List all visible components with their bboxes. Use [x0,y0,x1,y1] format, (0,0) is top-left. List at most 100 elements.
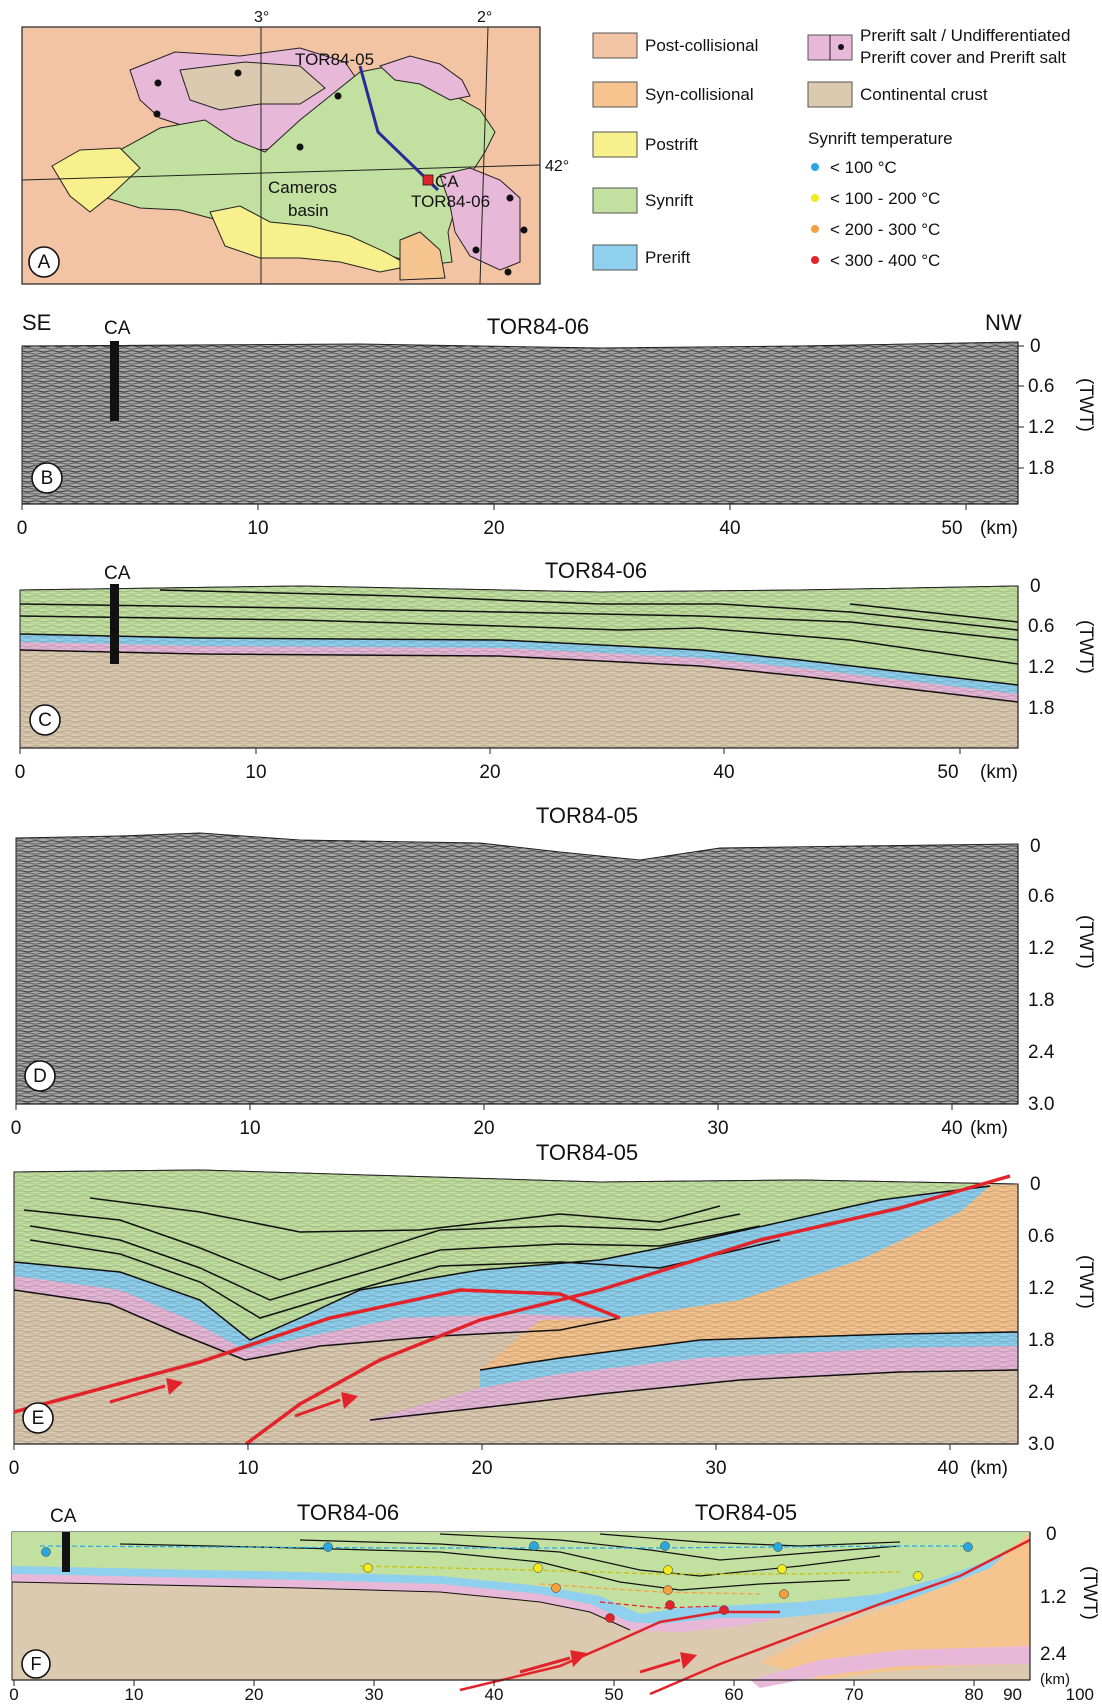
panel-b-unit: (km) [980,518,1018,539]
panel-f-isotherms [39,1545,970,1609]
panel-e-ytick-4: 2.4 [1028,1382,1055,1403]
legend-swatch-continental-crust [807,81,853,108]
svg-text:B: B [41,468,54,489]
svg-text:E: E [32,1408,45,1429]
panel-f-title-06: TOR84-06 [297,1500,399,1525]
panel-f-x-ticks [13,1680,975,1686]
panel-d-xtick-1: 10 [239,1118,260,1139]
legend-swatch-prerift-salt [807,34,853,61]
panel-b-left-label: SE [22,310,51,335]
legend-label-continental-crust: Continental crust [860,85,988,104]
panel-f-prerift-base [11,1581,631,1631]
panel-e-ytick-3: 1.8 [1028,1330,1054,1351]
map-prerift-salt-ne [379,55,471,101]
panel-c-title: TOR84-06 [545,558,647,583]
panel-e-ytick-5: 3.0 [1028,1434,1054,1455]
panel-e-axis-title: (TWT) [1075,1255,1096,1309]
map-lon-3: 3° [254,9,269,26]
map-seismic-lines [358,65,440,192]
legend-temp-title: Synrift temperature [808,129,953,148]
panel-f-ytick-0: 0 [1046,1524,1057,1545]
legend-swatch-prerift [592,244,638,271]
panel-b-ytick-0: 0 [1030,336,1041,357]
panel-d-seismic-section [15,832,1019,1105]
panel-b-right-label: NW [985,310,1022,335]
panel-f-xtick-7: 70 [845,1685,864,1704]
panel-f-well-label: CA [50,1506,77,1527]
panel-c-axis-title: (TWT) [1075,620,1096,674]
panel-c-x-ticks [19,748,961,754]
panel-f-syncollisional [760,1532,1030,1680]
svg-text:C: C [38,710,52,731]
map-basin-label-1: Cameros [268,178,337,197]
map-ca-label: CA [435,172,459,191]
panel-b-xtick-2: 20 [483,518,504,539]
legend-temp-dot-3 [811,225,819,233]
panel-c-ytick-3: 1.8 [1028,698,1054,719]
panel-b-ytick-2: 1.2 [1028,417,1054,438]
panel-f-xtick-9: 90 [1003,1685,1022,1704]
panel-b: SE NW TOR84-06 CA 0 0.6 1.2 1.8 (TWT) 0 … [17,310,1096,539]
panel-e-thrust-faults [13,1174,1011,1446]
panel-f-xtick-5: 50 [605,1685,624,1704]
panel-c-unit: (km) [980,762,1018,783]
legend-temp-label-1: < 100 °C [830,158,897,177]
panel-letter-e: E [22,1402,54,1434]
map-line-label-05: TOR84-05 [295,50,374,69]
panel-c-xtick-2: 20 [479,762,500,783]
panel-c-seismic-texture [19,585,1019,749]
legend-swatch-synrift [592,187,638,214]
map-panel: 3° 2° 42° TOR84-05 CA TOR84-06 Cameros b… [21,9,569,285]
panel-d-ytick-0: 0 [1030,836,1041,857]
panel-letter-c: C [29,704,61,736]
legend-temp-dot-2 [811,194,819,202]
panel-d-ytick-5: 3.0 [1028,1094,1054,1115]
panel-letter-b: B [31,462,63,494]
map-basin-label-2: basin [288,201,329,220]
panel-f-salt-upper [12,1574,780,1632]
panel-d-xtick-4: 40 [941,1118,962,1139]
map-postrift-west [51,147,141,213]
svg-text:F: F [31,1654,42,1674]
panel-b-xtick-4: 50 [941,518,962,539]
panel-d-ytick-3: 1.8 [1028,990,1054,1011]
panel-e: TOR84-05 0 0.6 1.2 1 [9,1140,1096,1479]
svg-text:A: A [38,252,51,273]
panel-c-xtick-0: 0 [15,762,26,783]
legend-label-postrift: Postrift [645,135,698,154]
panel-f-ytick-1: 1.2 [1040,1587,1066,1608]
panel-c-horizons [19,589,1019,703]
map-lat-42: 42° [545,158,569,175]
panel-c-xtick-3: 40 [713,762,734,783]
panel-c: TOR84-06 CA 0 0.6 1.2 1.8 (TWT) 0 10 20 … [15,558,1096,783]
panel-letter-f: F [21,1649,51,1679]
legend-temp-dot-4 [811,256,819,264]
panel-c-xtick-4: 50 [937,762,958,783]
map-prerift-salt-east [439,167,521,271]
panel-e-unit: (km) [970,1458,1008,1479]
panel-f-unit: (km) [1040,1671,1070,1688]
panel-f-xtick-10: 100 [1066,1685,1094,1704]
panel-e-title: TOR84-05 [536,1140,638,1165]
map-continental-crust [179,61,326,111]
legend: Post-collisional Syn-collisional Postrif… [592,26,1070,271]
panel-b-title: TOR84-06 [487,314,589,339]
panel-d: TOR84-05 0 0.6 1.2 1.8 2.4 3.0 (TWT) 0 1… [11,803,1096,1139]
panel-f-xtick-2: 20 [245,1685,264,1704]
map-meridian-2 [479,26,489,285]
panel-b-ytick-3: 1.8 [1028,458,1054,479]
panel-e-ytick-0: 0 [1030,1174,1041,1195]
panel-b-seismic-section [21,341,1019,505]
legend-label-post-collisional: Post-collisional [645,36,758,55]
map-synrift [57,65,496,267]
legend-temp-dot-1 [811,163,819,171]
panel-d-xtick-0: 0 [11,1118,22,1139]
legend-label-salt-1: Prerift salt / Undifferentiated [860,26,1070,45]
panel-d-ytick-2: 1.2 [1028,938,1054,959]
panel-b-x-ticks [21,504,967,510]
panel-b-ytick-1: 0.6 [1028,376,1054,397]
svg-text:D: D [33,1066,47,1087]
legend-temp-label-3: < 200 - 300 °C [830,220,940,239]
panel-f-xtick-6: 60 [725,1685,744,1704]
